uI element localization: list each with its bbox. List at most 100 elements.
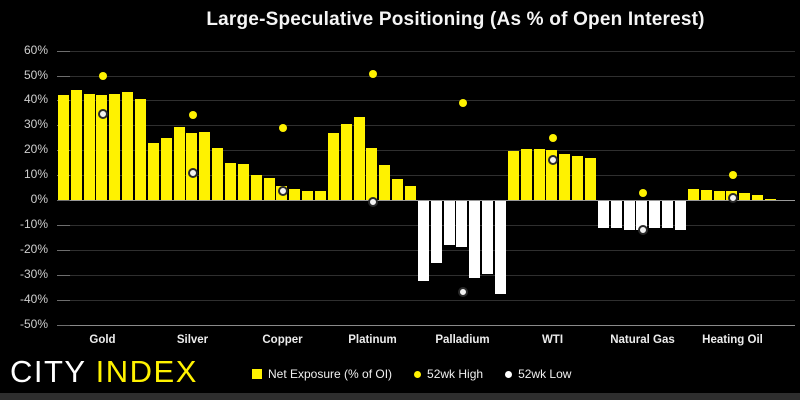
y-axis-label: -30% (19, 266, 48, 281)
gridline (57, 100, 795, 102)
bar (714, 191, 725, 200)
bar (585, 157, 596, 200)
y-axis-label: 20% (23, 142, 48, 157)
bar (174, 126, 185, 200)
bar (752, 195, 763, 200)
y-axis-tick (57, 224, 70, 226)
y-axis-tick (57, 249, 70, 251)
bar (688, 188, 699, 200)
bar (302, 191, 313, 200)
high-dot-icon (414, 370, 422, 378)
category-label: Gold (89, 334, 116, 346)
high-52wk-dot (728, 171, 737, 180)
bar (328, 132, 339, 200)
bar (366, 147, 377, 200)
y-axis-label: -10% (19, 216, 48, 231)
high-52wk-dot (278, 123, 287, 132)
bar (405, 186, 416, 200)
bar (546, 150, 557, 200)
bar (469, 201, 480, 279)
high-52wk-dot (638, 188, 647, 197)
bar (135, 99, 146, 200)
legend-item-52wk-low: 52wk Low (505, 367, 571, 381)
bar (739, 192, 750, 200)
bar (444, 201, 455, 245)
bar (148, 142, 159, 200)
category-label: Copper (262, 334, 303, 346)
gridline (57, 299, 795, 301)
footer-strip (0, 393, 800, 400)
bar (662, 201, 673, 229)
bar (636, 201, 647, 230)
gridline (57, 175, 795, 177)
category-label: Palladium (435, 334, 490, 346)
net-exposure-swatch-icon (252, 369, 262, 379)
bar (495, 201, 506, 295)
y-axis-tick (57, 75, 70, 77)
y-axis-tick (57, 299, 70, 301)
category-label: Platinum (348, 334, 397, 346)
low-52wk-dot (367, 197, 378, 208)
bar (431, 201, 442, 264)
high-52wk-dot (548, 133, 557, 142)
low-52wk-dot (277, 186, 288, 197)
bar (482, 201, 493, 275)
legend-label-52wk-low: 52wk Low (518, 367, 572, 381)
bar (508, 151, 519, 200)
high-52wk-dot (368, 70, 377, 79)
bar (109, 94, 120, 200)
bar (624, 201, 635, 230)
gridline (57, 75, 795, 77)
y-axis-label: 50% (23, 67, 48, 82)
category-label: Heating Oil (702, 334, 763, 346)
gridline (57, 324, 795, 326)
low-52wk-dot (637, 224, 648, 235)
bar (186, 132, 197, 200)
bar (534, 148, 545, 200)
high-52wk-dot (98, 71, 107, 80)
bar (71, 90, 82, 200)
high-52wk-dot (458, 98, 467, 107)
y-axis-label: -40% (19, 291, 48, 306)
bar (354, 116, 365, 200)
y-axis-label: 10% (23, 167, 48, 182)
bar (572, 156, 583, 200)
bar (264, 177, 275, 200)
bar (96, 95, 107, 200)
y-axis-tick (57, 50, 70, 52)
bar (701, 190, 712, 200)
legend-item-52wk-high: 52wk High (414, 367, 483, 381)
chart-title: Large-Speculative Positioning (As % of O… (206, 9, 705, 30)
low-dot-icon (505, 370, 513, 378)
bar (212, 147, 223, 200)
gridline (57, 50, 795, 52)
gridline (57, 125, 795, 127)
y-axis-label: -20% (19, 241, 48, 256)
bar (84, 94, 95, 200)
bar (161, 137, 172, 200)
bar (199, 131, 210, 200)
bar (598, 201, 609, 229)
low-52wk-dot (97, 109, 108, 120)
low-52wk-dot (727, 192, 738, 203)
low-52wk-dot (457, 287, 468, 298)
bar (611, 201, 622, 229)
y-axis-label: -50% (19, 316, 48, 331)
legend-label-52wk-high: 52wk High (427, 367, 484, 381)
city-index-logo: CITY INDEX (10, 354, 198, 390)
category-label: WTI (541, 334, 564, 346)
bar (456, 201, 467, 248)
y-axis-label: 30% (23, 117, 48, 132)
legend-item-net-exposure: Net Exposure (% of OI) (252, 367, 392, 381)
logo-city: CITY (10, 354, 87, 389)
y-axis-label: 0% (30, 192, 48, 206)
y-axis-label: 40% (23, 92, 48, 107)
bar (225, 162, 236, 200)
bar (392, 178, 403, 200)
bar (521, 148, 532, 200)
bar (315, 191, 326, 200)
bar (418, 201, 429, 281)
low-52wk-dot (547, 155, 558, 166)
gridline (57, 200, 795, 201)
